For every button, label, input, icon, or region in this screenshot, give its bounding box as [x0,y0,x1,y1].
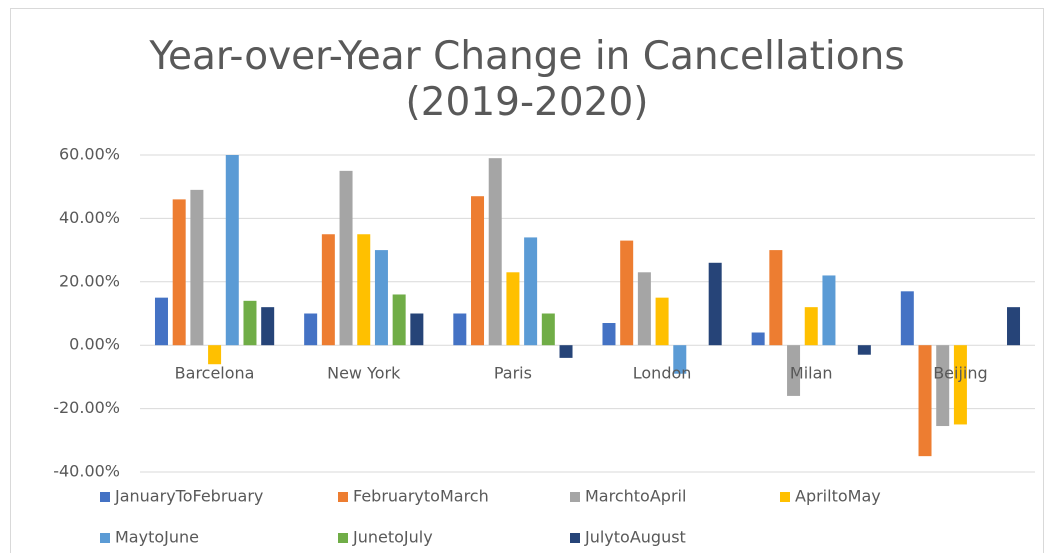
x-tick-label: Milan [790,364,833,383]
legend-swatch [570,492,580,502]
chart-title: Year-over-Year Change in Cancellations (… [149,34,905,125]
bar [637,272,651,346]
x-tick-label: New York [327,364,401,383]
bar [190,189,204,346]
bar [1007,307,1021,346]
bar [708,262,722,346]
y-tick-label: 60.00% [59,145,120,164]
bar [392,294,406,346]
bar [857,345,871,355]
bar [321,234,335,346]
legend-swatch [338,533,348,543]
legend-swatch [100,492,110,502]
y-tick-label: 0.00% [69,335,120,354]
bar [751,332,765,346]
x-tick-label: Barcelona [175,364,255,383]
bar [410,313,424,346]
bar [339,170,353,346]
legend-swatch [100,533,110,543]
bar [541,313,555,346]
y-tick-label: -40.00% [53,462,120,481]
bar [357,234,371,346]
bar [804,307,818,346]
chart-frame [10,8,1044,553]
legend-label: JulytoAugust [584,528,686,547]
legend-label: MarchtoApril [585,487,686,506]
x-tick-label: Paris [494,364,532,383]
y-tick-label: -20.00% [53,398,120,417]
x-tick-label: London [633,364,692,383]
bar [243,300,257,346]
bar [900,291,914,346]
bar [208,345,222,365]
bar [918,345,932,457]
bar [374,250,388,346]
bar [602,323,616,346]
bar [506,272,520,346]
bar [172,199,186,346]
legend-label: ApriltoMay [795,487,881,506]
bar [225,155,239,346]
legend-label: JunetoJuly [352,528,433,547]
legend-swatch [570,533,580,543]
bar [673,345,687,374]
bar [154,297,168,346]
bar [261,307,275,346]
bar [471,196,485,346]
bar [655,297,669,346]
bar [524,237,538,346]
bar [822,275,836,346]
bar [953,345,967,425]
legend-label: JanuaryToFebruary [114,487,263,506]
bar [769,250,783,346]
bar [936,345,950,427]
legend-label: MaytoJune [115,528,199,547]
bar [559,345,573,358]
x-tick-label: Beijing [933,364,987,383]
y-tick-label: 20.00% [59,271,120,290]
bar [787,345,801,396]
bar [620,240,634,346]
bar [453,313,467,346]
y-tick-label: 40.00% [59,208,120,227]
legend-label: FebruarytoMarch [353,487,489,506]
legend-swatch [338,492,348,502]
bar [304,313,318,346]
legend-swatch [780,492,790,502]
bar [488,158,502,346]
